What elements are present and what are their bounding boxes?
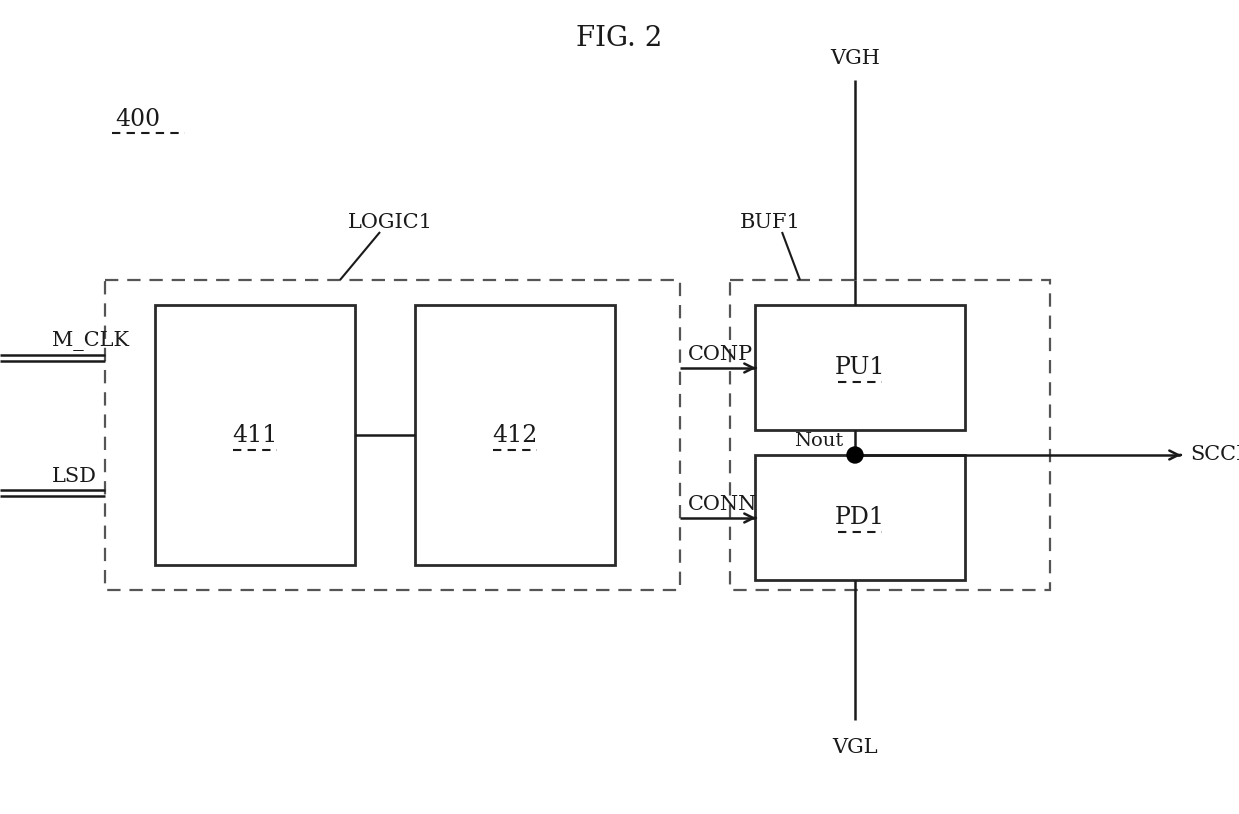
Text: FIG. 2: FIG. 2 <box>576 24 663 51</box>
Bar <box>755 455 965 580</box>
Text: PU1: PU1 <box>835 356 885 379</box>
Bar <box>415 305 615 565</box>
Text: VGH: VGH <box>830 49 880 68</box>
Text: 400: 400 <box>115 108 160 132</box>
Text: LSD: LSD <box>52 466 97 485</box>
Text: Nout: Nout <box>794 432 843 450</box>
Text: LOGIC1: LOGIC1 <box>347 212 432 231</box>
Text: CONP: CONP <box>688 345 753 365</box>
Circle shape <box>847 447 864 463</box>
Text: 412: 412 <box>492 423 538 447</box>
Bar <box>155 305 356 565</box>
Text: PD1: PD1 <box>835 506 885 529</box>
Bar <box>730 280 1049 590</box>
Text: VGL: VGL <box>833 738 877 757</box>
Text: SCCLK: SCCLK <box>1189 445 1239 465</box>
Text: M_CLK: M_CLK <box>52 331 129 351</box>
Text: CONN: CONN <box>688 496 757 514</box>
Bar <box>105 280 680 590</box>
Bar <box>755 305 965 430</box>
Text: 411: 411 <box>233 423 278 447</box>
Text: BUF1: BUF1 <box>740 212 800 231</box>
